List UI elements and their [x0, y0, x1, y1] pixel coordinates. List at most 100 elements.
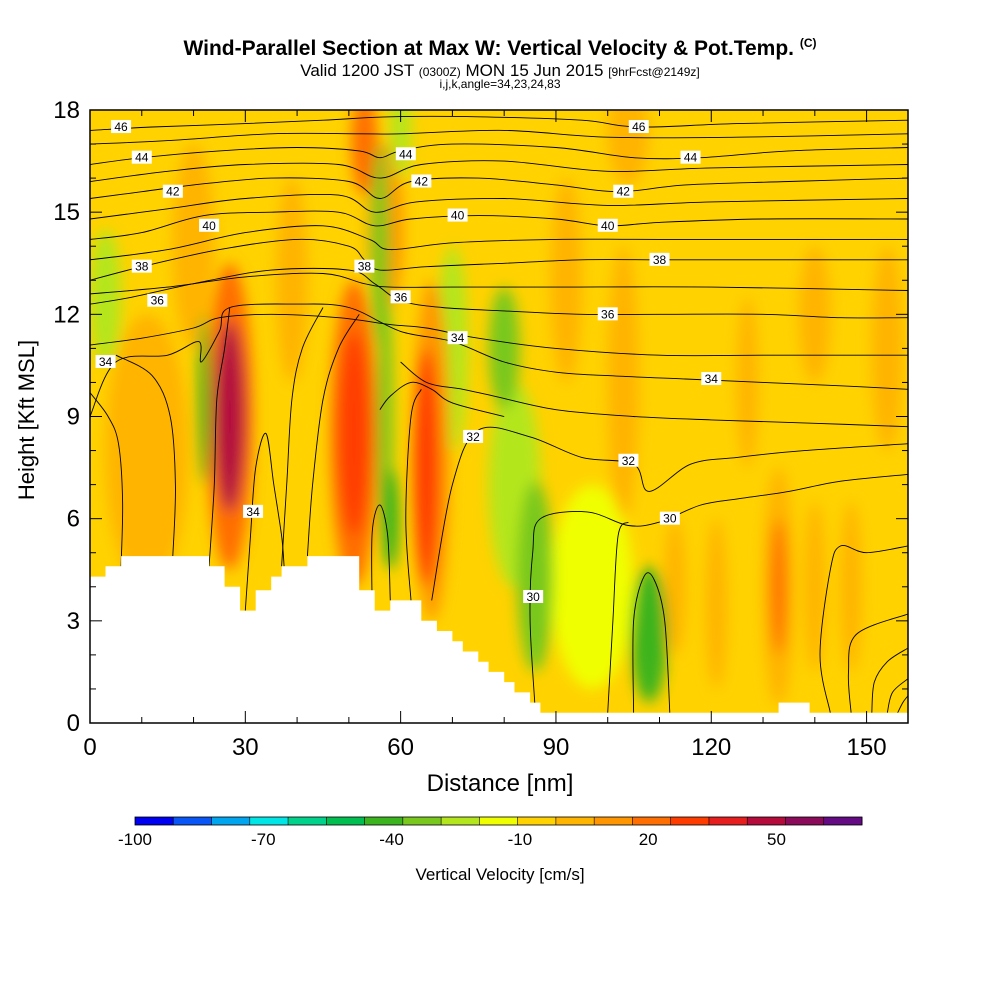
y-tick-label: 9 — [67, 404, 80, 431]
velocity-cell — [550, 178, 582, 383]
velocity-cell — [90, 229, 122, 366]
y-tick-label: 6 — [67, 506, 80, 533]
colorbar-swatch — [823, 817, 863, 825]
contour-label: 38 — [653, 253, 667, 267]
contour-label: 34 — [705, 372, 719, 386]
colorbar-swatch — [517, 817, 557, 825]
theta-contour — [306, 314, 360, 557]
contour-label: 38 — [358, 260, 372, 274]
y-tick-label: 12 — [53, 301, 80, 328]
contour-label: 32 — [466, 430, 480, 444]
velocity-cell — [799, 246, 831, 383]
contour-label-box — [354, 259, 375, 273]
terrain — [90, 556, 908, 723]
contour-label: 46 — [114, 120, 128, 134]
theta-contour — [90, 193, 908, 220]
velocity-cell — [517, 481, 554, 672]
colorbar-swatch — [211, 817, 251, 825]
theta-contour — [400, 361, 908, 428]
velocity-cell — [631, 566, 668, 703]
velocity-cell — [172, 144, 215, 349]
theta-contour — [115, 354, 176, 557]
colorbar-swatch — [555, 817, 595, 825]
theta-contour — [90, 115, 908, 131]
contour-label: 36 — [151, 294, 165, 308]
theta-contour — [871, 647, 908, 713]
chart-title-text: Wind-Parallel Section at Max W: Vertical… — [183, 37, 794, 60]
contour-label-box — [680, 150, 701, 164]
velocity-cell — [380, 467, 400, 570]
colorbar-swatch — [441, 817, 480, 825]
theta-contour — [886, 678, 908, 713]
contour-label: 46 — [632, 120, 646, 134]
y-tick-label: 3 — [67, 608, 80, 635]
x-tick-label: 90 — [543, 734, 570, 761]
colorbar-tick-label: 20 — [639, 830, 658, 849]
theta-contour — [529, 473, 908, 710]
y-tick-label: 15 — [53, 199, 80, 226]
theta-contour — [90, 238, 908, 281]
title-mark: (C) — [799, 36, 817, 50]
theta-contours — [90, 115, 908, 714]
x-tick-label: 60 — [387, 734, 414, 761]
contour-label: 42 — [617, 185, 631, 199]
contour-label-box — [390, 290, 411, 304]
contour-label: 36 — [601, 307, 615, 321]
theta-contour — [90, 210, 908, 240]
contour-label-box — [411, 174, 432, 188]
theta-contour — [819, 544, 908, 713]
theta-contour — [897, 695, 908, 714]
colorbar-swatch — [785, 817, 825, 825]
x-tick-label: 30 — [232, 734, 259, 761]
colorbar-swatch — [364, 817, 404, 825]
contour-label: 30 — [663, 512, 677, 526]
contour-label-box — [613, 184, 634, 198]
contour-label-box — [447, 208, 468, 222]
contour-label-box — [111, 120, 132, 134]
y-axis-label: Height [Kft MSL] — [14, 340, 39, 500]
velocity-cell — [276, 178, 308, 383]
contour-label: 34 — [451, 331, 465, 345]
contour-label-box — [395, 147, 416, 161]
contour-label: 34 — [246, 505, 260, 519]
velocity-cell — [338, 331, 370, 536]
contour-label-box — [131, 259, 152, 273]
contour-label-box — [649, 252, 670, 266]
y-tick-label: 0 — [67, 710, 80, 737]
velocity-cell — [664, 518, 686, 655]
theta-contour — [244, 433, 285, 611]
velocity-cell — [105, 314, 189, 587]
colorbar-swatch — [135, 817, 174, 825]
colorbar-tick-label: 50 — [767, 830, 786, 849]
contour-label-box — [523, 589, 544, 603]
theta-contour — [371, 504, 391, 611]
colorbar-tick-label: -40 — [379, 830, 404, 849]
x-tick-label: 120 — [691, 734, 731, 761]
theta-contour — [281, 307, 324, 567]
colorbar-swatch — [402, 817, 442, 825]
contour-label: 38 — [135, 260, 149, 274]
chart-subtitle: Valid 1200 JST (0300Z) MON 15 Jun 2015 [… — [0, 61, 1000, 81]
colorbar-frame — [134, 816, 863, 826]
velocity-cell — [214, 321, 246, 512]
theta-contour — [379, 381, 505, 417]
contour-label-box — [147, 293, 168, 307]
theta-contour — [90, 267, 908, 319]
velocity-cell — [871, 246, 903, 451]
theta-contour — [90, 392, 124, 567]
subtitle-valid: Valid 1200 JST — [300, 61, 414, 80]
contour-label: 34 — [99, 355, 113, 369]
colorbar-swatch — [173, 817, 213, 825]
colorbar-swatch — [632, 817, 672, 825]
contour-label-box — [659, 511, 680, 525]
velocity-cell — [550, 484, 634, 689]
contour-label: 32 — [622, 454, 636, 468]
colorbar-label: Vertical Velocity [cm/s] — [415, 865, 584, 884]
terrain-mask — [90, 556, 908, 723]
contour-label: 40 — [601, 219, 615, 233]
velocity-cell — [351, 110, 378, 196]
contour-label-box — [199, 218, 220, 232]
colorbar-swatch — [708, 817, 748, 825]
contour-label: 44 — [135, 151, 149, 165]
